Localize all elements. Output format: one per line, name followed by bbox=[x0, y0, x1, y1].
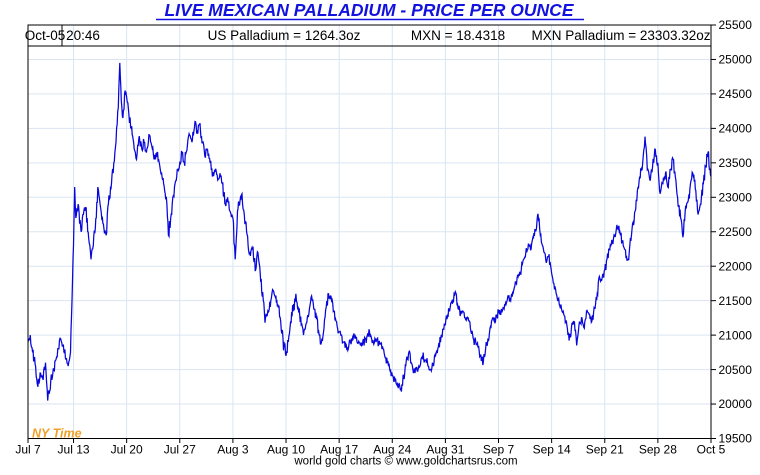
x-axis-label: Sep 14 bbox=[533, 443, 571, 457]
y-axis-label: 22000 bbox=[719, 259, 753, 273]
y-axis-ticks: 19500 20000 20500 21000 21500 22000 22500 23000… bbox=[711, 18, 752, 446]
y-axis-label: 21500 bbox=[719, 294, 753, 308]
x-axis-label: Aug 24 bbox=[373, 443, 411, 457]
y-axis-label: 23000 bbox=[719, 190, 753, 204]
header-date: Oct-05 bbox=[25, 28, 66, 43]
header-us-palladium: US Palladium = 1264.3oz bbox=[208, 28, 361, 43]
x-axis-label: Sep 21 bbox=[586, 443, 624, 457]
credit-text: world gold charts © www.goldchartsrus.co… bbox=[293, 456, 517, 468]
x-axis-label: Jul 7 bbox=[15, 443, 41, 457]
header-mxn-palladium: MXN Palladium = 23303.32oz bbox=[532, 28, 711, 43]
y-axis-label: 25500 bbox=[719, 18, 753, 32]
y-axis-label: 23500 bbox=[719, 156, 753, 170]
y-axis-label: 19500 bbox=[719, 432, 753, 446]
y-axis-label: 20000 bbox=[719, 397, 753, 411]
y-axis-label: 20500 bbox=[719, 363, 753, 377]
timezone-label: NY Time bbox=[32, 427, 82, 441]
y-axis-label: 25000 bbox=[719, 53, 753, 67]
header-mxn-rate: MXN = 18.4318 bbox=[411, 28, 505, 43]
page-title: LIVE MEXICAN PALLADIUM - PRICE PER OUNCE bbox=[164, 0, 574, 20]
header-time: 20:46 bbox=[66, 28, 100, 43]
x-axis-label: Sep 28 bbox=[639, 443, 677, 457]
y-axis-label: 22500 bbox=[719, 225, 753, 239]
y-axis-label: 24000 bbox=[719, 122, 753, 136]
x-axis-label: Aug 10 bbox=[267, 443, 305, 457]
x-axis-label: Aug 3 bbox=[217, 443, 249, 457]
price-line-series bbox=[28, 62, 711, 401]
x-axis-label: Jul 13 bbox=[58, 443, 90, 457]
x-axis-label: Aug 17 bbox=[320, 443, 358, 457]
x-axis-label: Aug 31 bbox=[426, 443, 464, 457]
y-axis-label: 21000 bbox=[719, 328, 753, 342]
y-axis-label: 24500 bbox=[719, 87, 753, 101]
x-axis-label: Oct 5 bbox=[697, 443, 726, 457]
x-axis-label: Jul 27 bbox=[164, 443, 196, 457]
x-axis-label: Sep 7 bbox=[483, 443, 515, 457]
x-axis-label: Jul 20 bbox=[111, 443, 143, 457]
x-axis-ticks: Jul 7 Jul 13 Jul 20 Jul 27 Aug 3 Aug 10 Aug 17… bbox=[15, 438, 726, 457]
